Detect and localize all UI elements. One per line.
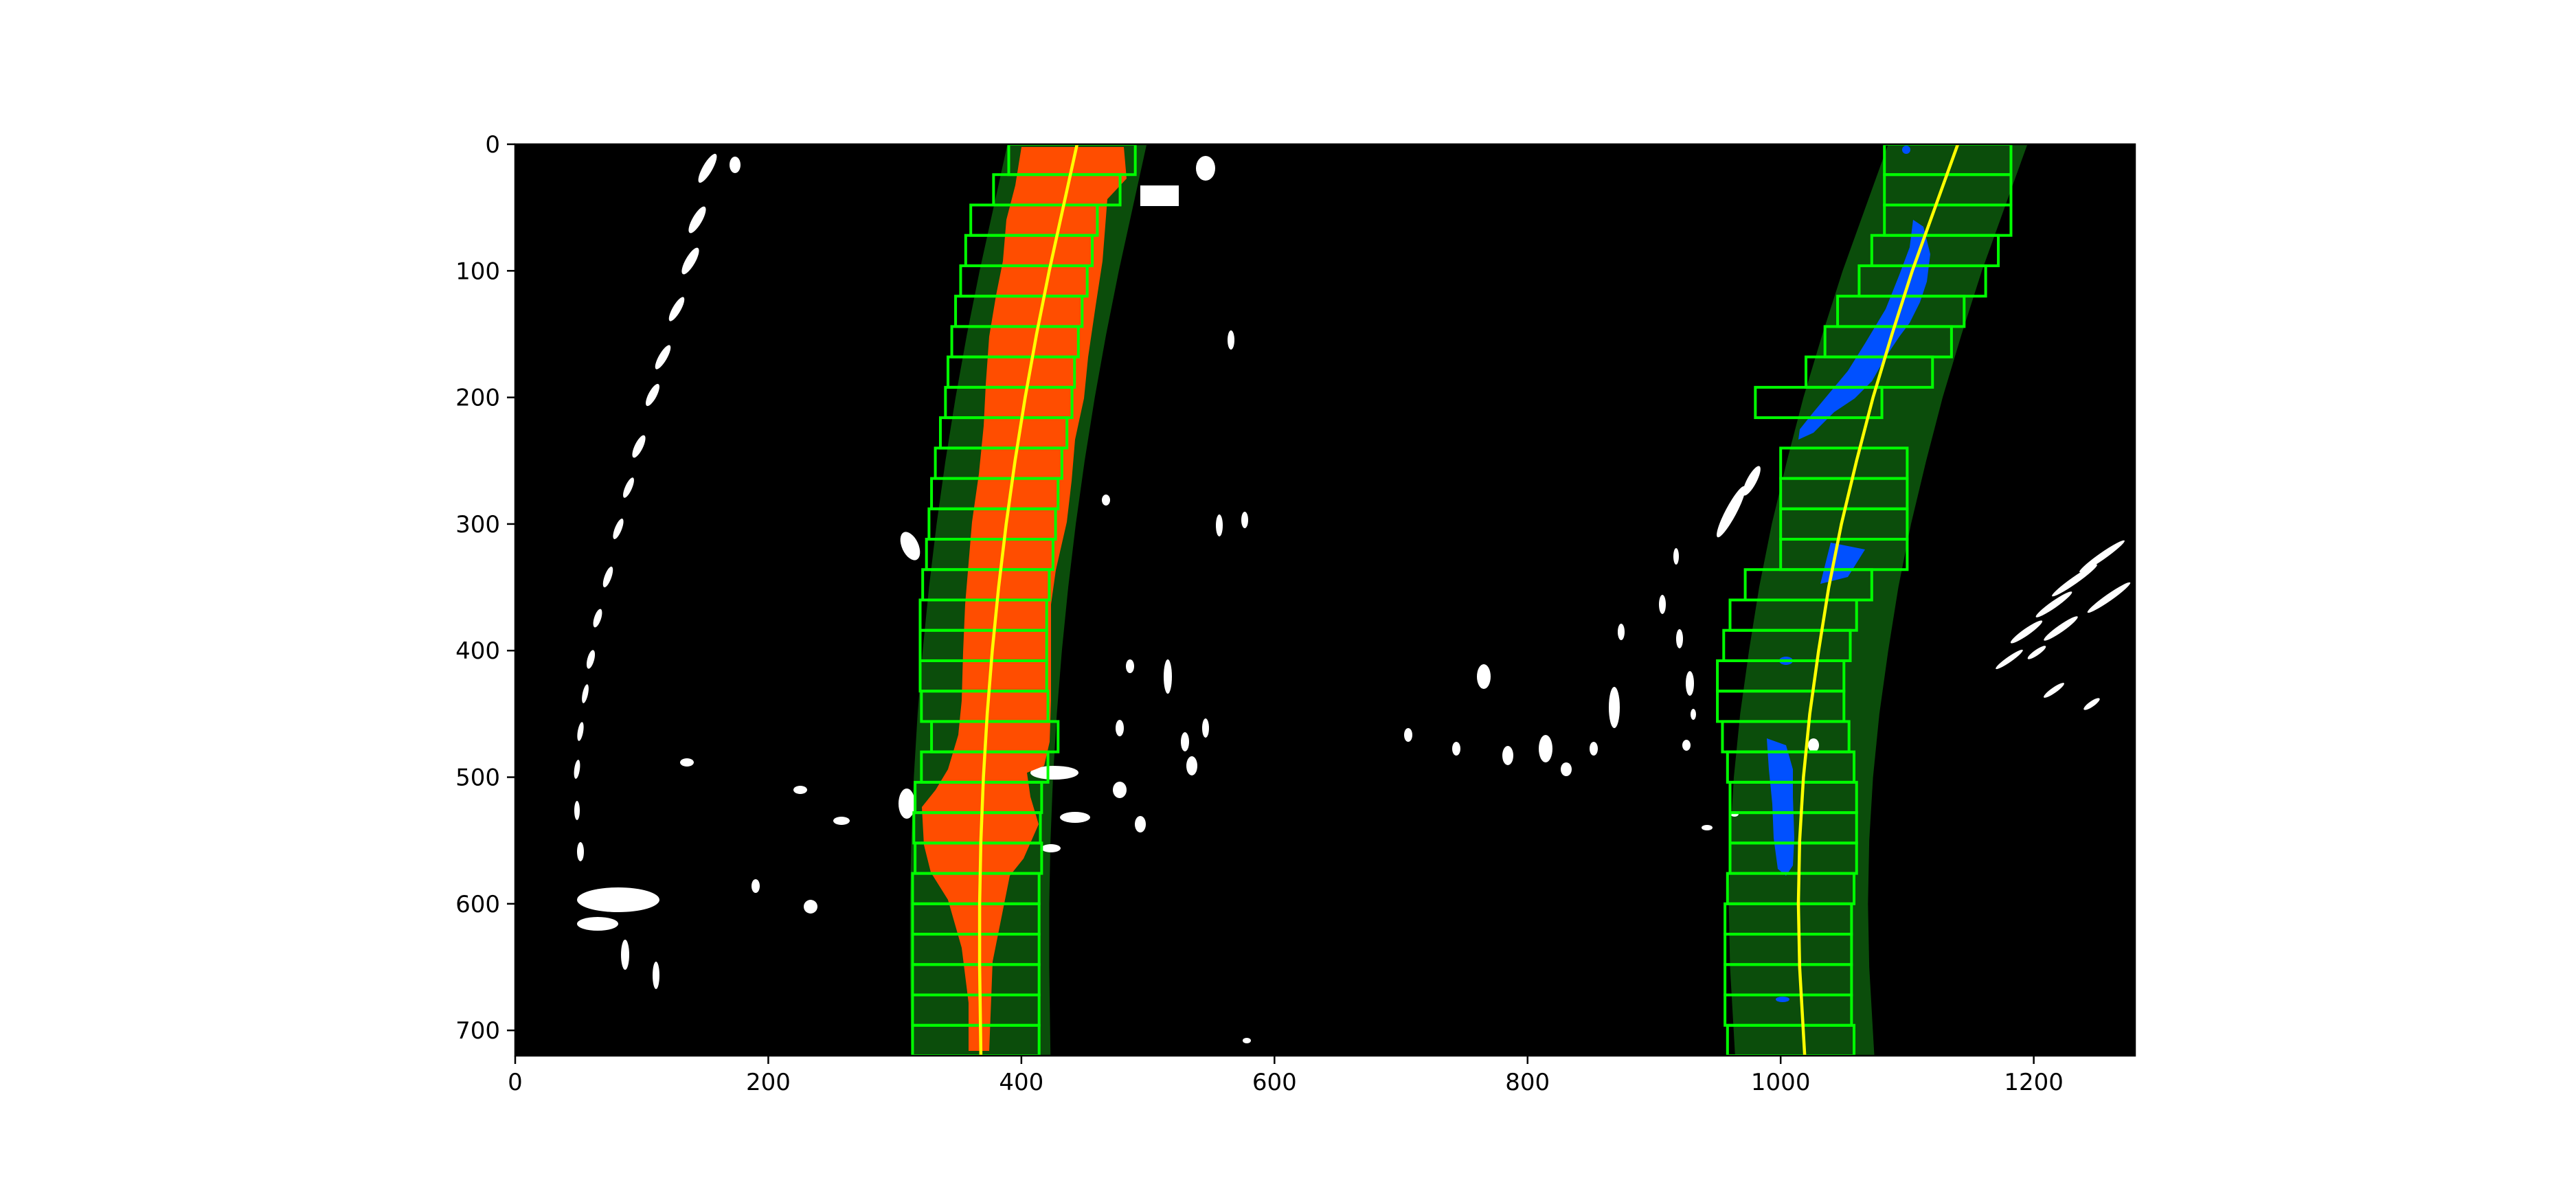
edge-speck (1228, 330, 1234, 350)
edge-streak (653, 962, 659, 989)
edge-speck (793, 786, 807, 794)
edge-speck (1561, 762, 1572, 776)
edge-speck (1126, 659, 1134, 673)
edge-speck (1102, 495, 1110, 506)
edge-speck (1216, 514, 1223, 536)
edge-streak (730, 157, 741, 173)
edge-speck (1116, 720, 1124, 736)
edge-speck (1041, 844, 1061, 852)
edge-speck (1181, 732, 1189, 751)
y-tick-label: 600 (455, 891, 500, 918)
edge-streak (574, 801, 580, 820)
y-axis-ticks: 0 100 200 300 400 500 600 700 (455, 131, 515, 1045)
x-tick-label: 1200 (2004, 1069, 2064, 1096)
x-tick-label: 0 (508, 1069, 523, 1096)
edge-speck (833, 817, 850, 825)
y-tick-label: 100 (455, 258, 500, 285)
edge-speck (1502, 746, 1513, 765)
edge-speck (1241, 512, 1248, 528)
edge-streak (621, 940, 629, 970)
y-tick-label: 400 (455, 637, 500, 665)
edge-speck (1164, 659, 1172, 694)
edge-speck (1539, 735, 1552, 762)
edge-speck (1609, 687, 1620, 728)
y-tick-label: 300 (455, 511, 500, 538)
edge-streak (577, 842, 584, 861)
y-tick-label: 200 (455, 385, 500, 412)
edge-speck (1691, 709, 1696, 720)
y-tick-label: 700 (455, 1017, 500, 1045)
edge-speck (1186, 756, 1197, 775)
edge-blob (577, 887, 659, 912)
edge-speck (1196, 156, 1215, 181)
edge-speck (1060, 812, 1090, 823)
x-tick-label: 400 (999, 1069, 1043, 1096)
edge-speck (1618, 624, 1625, 640)
edge-speck (1682, 740, 1691, 751)
edge-speck (1673, 548, 1679, 565)
edge-speck (1113, 782, 1127, 798)
y-tick-label: 500 (455, 764, 500, 792)
edge-speck (1135, 816, 1146, 832)
right-lane-speck (1776, 997, 1789, 1002)
x-tick-label: 800 (1505, 1069, 1550, 1096)
edge-speck (1243, 1038, 1251, 1043)
x-tick-label: 200 (746, 1069, 791, 1096)
edge-speck (1808, 738, 1819, 752)
edge-speck (1659, 595, 1666, 614)
edge-blob (577, 917, 618, 931)
edge-speck (1452, 742, 1460, 756)
x-tick-label: 1000 (1751, 1069, 1811, 1096)
edge-speck (1702, 825, 1713, 830)
edge-speck (1202, 718, 1209, 738)
y-tick-label: 0 (485, 131, 500, 159)
edge-speck (1686, 671, 1694, 696)
right-lane-speck (1902, 146, 1910, 154)
edge-speck (1477, 664, 1491, 689)
edge-speck (1404, 728, 1412, 742)
edge-speck (1590, 742, 1598, 756)
x-axis-ticks: 0 200 400 600 800 1000 1200 (508, 1056, 2064, 1096)
edge-speck (1676, 629, 1683, 648)
x-tick-label: 600 (1252, 1069, 1297, 1096)
edge-speck (1140, 185, 1179, 206)
edge-speck (752, 879, 760, 893)
edge-speck (680, 758, 694, 767)
